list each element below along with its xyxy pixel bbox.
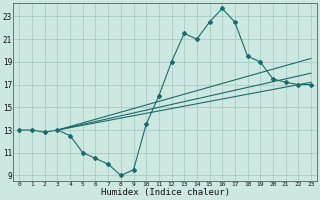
X-axis label: Humidex (Indice chaleur): Humidex (Indice chaleur) [101, 188, 230, 197]
